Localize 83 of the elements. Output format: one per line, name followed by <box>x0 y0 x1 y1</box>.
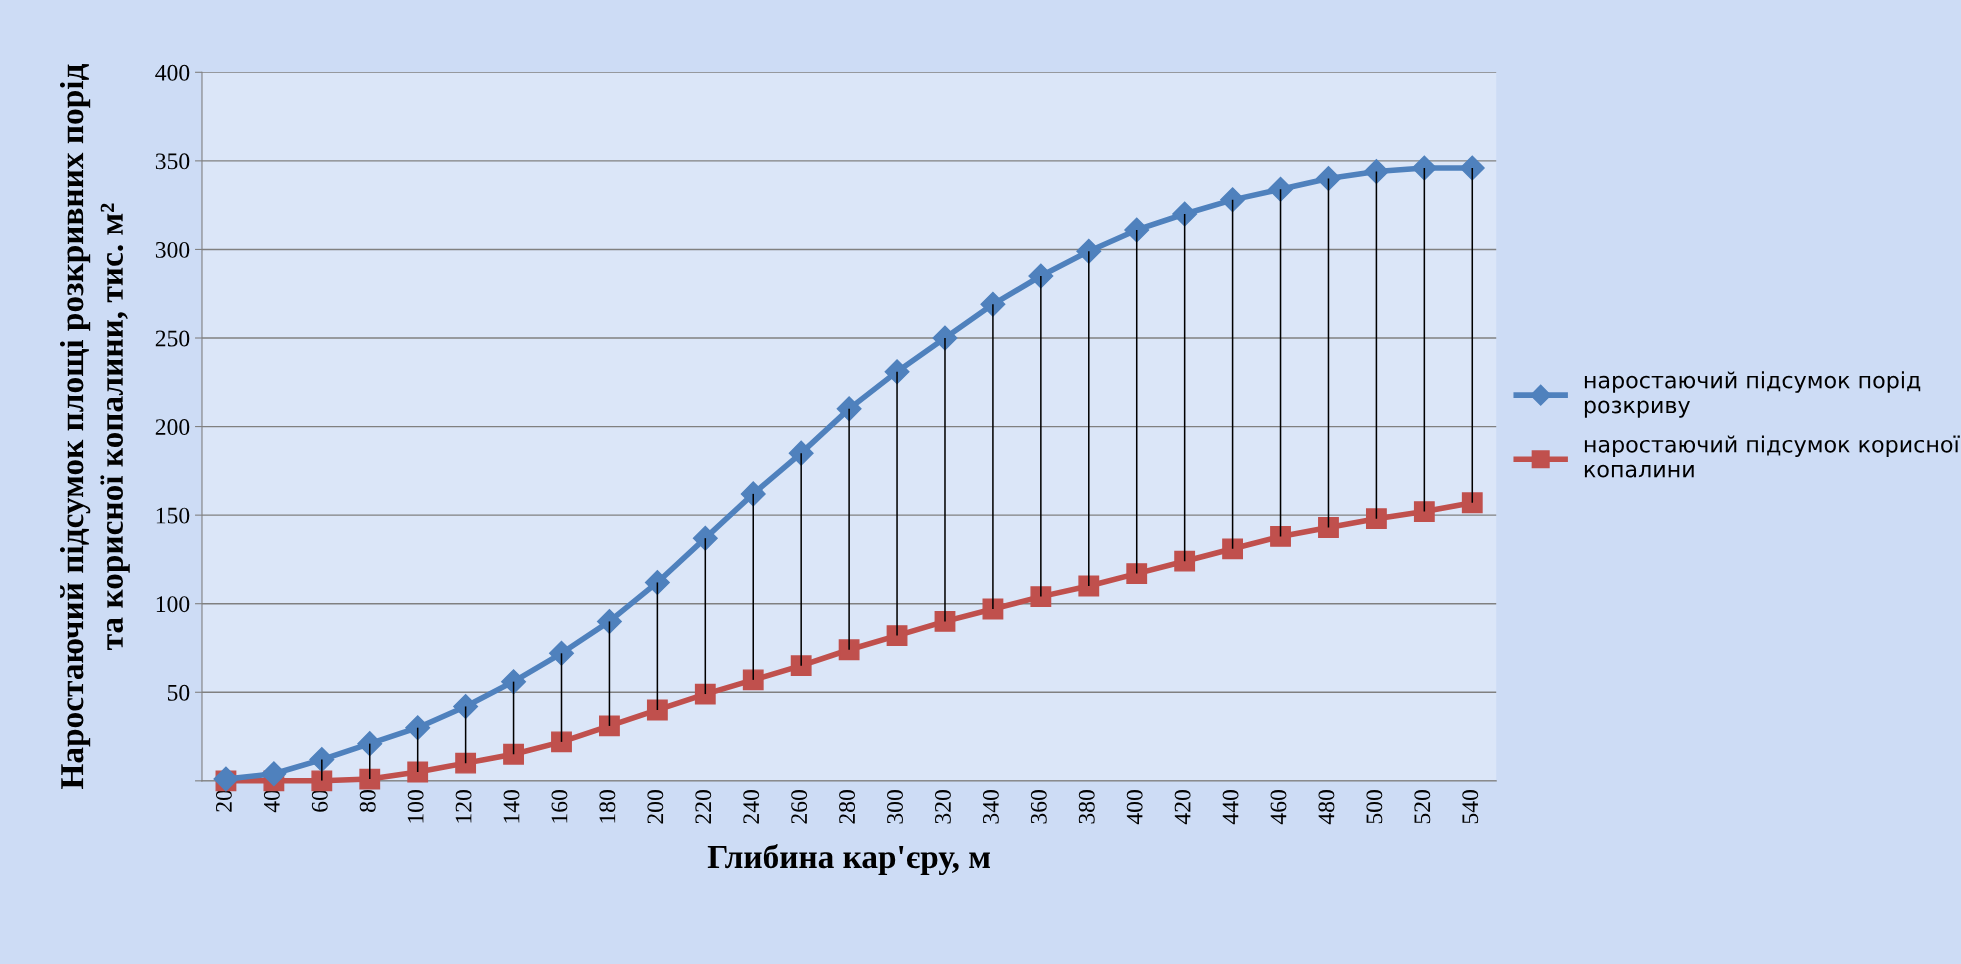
x-tick-label: 440 <box>1222 790 1239 825</box>
point <box>934 611 956 632</box>
point <box>1365 508 1387 530</box>
x-tick-label: 500 <box>1366 790 1383 824</box>
point <box>1315 166 1341 192</box>
y-tick-label: 400 <box>155 64 190 81</box>
point <box>1413 501 1435 523</box>
point <box>501 669 527 695</box>
point <box>311 770 333 792</box>
x-tick-label: 480 <box>1318 790 1335 825</box>
point <box>884 359 910 385</box>
point <box>1222 538 1244 560</box>
point <box>1411 155 1437 181</box>
point <box>596 608 622 634</box>
x-tick-label: 540 <box>1462 790 1479 824</box>
point <box>357 731 383 757</box>
point <box>1220 187 1246 213</box>
point <box>1268 176 1294 202</box>
x-tick-label: 240 <box>743 790 760 824</box>
point <box>309 747 335 773</box>
point <box>455 752 477 774</box>
y-tick-label: 250 <box>155 330 190 347</box>
x-tick-label: 380 <box>1078 790 1095 824</box>
point <box>1124 217 1150 243</box>
point <box>838 639 860 661</box>
point <box>1174 550 1196 572</box>
y-tick-label: 50 <box>167 684 190 701</box>
x-tick-label: 300 <box>887 790 903 824</box>
y-tick-label: 100 <box>156 596 190 613</box>
x-tick-label: 220 <box>695 790 712 824</box>
point <box>1078 575 1100 597</box>
y-axis-title: Наростаючий підсумок площі розкривних порід та корисної копалини, тис. м² <box>59 63 130 789</box>
point <box>407 761 429 783</box>
point <box>836 396 862 422</box>
point <box>1076 238 1102 264</box>
point <box>405 715 431 741</box>
point <box>599 715 620 737</box>
point <box>644 569 670 595</box>
x-tick-label: 400 <box>1126 790 1143 825</box>
x-tick-label: 100 <box>407 790 424 823</box>
point <box>551 731 572 753</box>
point <box>453 693 479 719</box>
point <box>549 640 574 666</box>
x-tick-label: 320 <box>934 790 951 824</box>
point <box>1363 159 1389 184</box>
y-tick-label: 150 <box>156 507 190 524</box>
point <box>646 699 668 721</box>
point <box>1461 492 1483 514</box>
y-tick-label: 300 <box>155 241 190 258</box>
x-tick-label: 120 <box>455 790 472 823</box>
point <box>740 481 766 507</box>
point <box>694 683 716 705</box>
x-tick-label: 140 <box>503 790 520 823</box>
point <box>1318 517 1339 538</box>
y-tick-label: 350 <box>155 153 190 170</box>
x-tick-label: 80 <box>359 790 376 812</box>
x-tick-label: 360 <box>1030 790 1047 824</box>
point <box>742 669 764 691</box>
x-tick-label: 180 <box>599 790 616 823</box>
point <box>886 625 908 647</box>
y-tick-label: 200 <box>155 419 190 435</box>
x-tick-label: 160 <box>551 790 568 823</box>
x-tick-label: 460 <box>1270 790 1287 825</box>
x-tick-label: 520 <box>1414 790 1431 824</box>
point <box>359 768 381 790</box>
point <box>1126 563 1148 585</box>
point <box>1270 525 1291 547</box>
point <box>1030 586 1052 608</box>
x-axis-title: Глибина кар'єру, м <box>707 844 990 876</box>
x-tick-label: 280 <box>839 790 856 824</box>
point <box>788 440 814 466</box>
x-tick-label: 260 <box>791 790 808 824</box>
x-tick-label: 420 <box>1174 790 1191 825</box>
point <box>503 743 524 765</box>
x-tick-label: 340 <box>982 790 999 824</box>
point <box>790 655 812 677</box>
point <box>1172 201 1198 227</box>
point <box>980 291 1006 317</box>
point <box>692 525 718 551</box>
point <box>1459 155 1485 181</box>
point <box>261 761 287 787</box>
legend-label: наростаючий підсумок корисної копалини <box>1584 435 1960 478</box>
x-tick-label: 200 <box>647 790 664 824</box>
